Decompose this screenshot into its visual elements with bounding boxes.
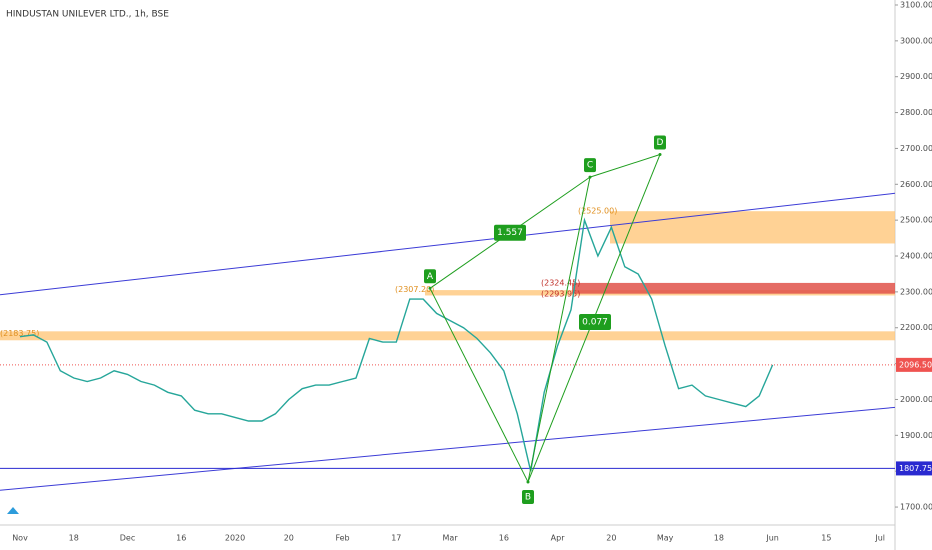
logo xyxy=(7,507,19,514)
level-label: 1807.75 xyxy=(899,464,932,473)
y-tick-label: 2800.00 xyxy=(900,108,932,117)
last-price-tag xyxy=(896,357,932,372)
ratio-tag xyxy=(579,314,611,330)
pattern-tag xyxy=(584,158,596,173)
last-price-label: 2096.50 xyxy=(899,360,932,369)
ratio-tag xyxy=(494,224,526,241)
pattern-point xyxy=(658,153,662,157)
x-tick-label: 16 xyxy=(499,534,509,543)
y-tick-label: 3100.00 xyxy=(900,0,932,9)
y-tick-label: 2300.00 xyxy=(900,287,932,296)
x-tick-label: Apr xyxy=(551,534,566,543)
x-tick-label: 16 xyxy=(176,534,186,543)
pattern-line xyxy=(429,288,529,483)
x-tick-label: Nov xyxy=(12,534,28,543)
price-line xyxy=(19,217,774,472)
x-tick-label: Feb xyxy=(335,534,349,543)
pattern-label: B xyxy=(525,492,531,502)
x-tick-label: 20 xyxy=(606,534,616,543)
pattern-label: A xyxy=(427,272,434,282)
y-tick-label: 2400.00 xyxy=(900,252,932,261)
x-tick-label: Jun xyxy=(765,534,779,543)
y-tick-label: 2200.00 xyxy=(900,323,932,332)
trendline xyxy=(0,192,896,296)
ratio-label: 1.557 xyxy=(497,228,523,238)
pattern-tag xyxy=(654,135,666,150)
x-tick-label: Dec xyxy=(120,534,135,543)
pattern-label: C xyxy=(587,161,593,171)
zone-label: (2324.45) xyxy=(541,279,580,288)
y-tick-label: 3000.00 xyxy=(900,36,932,45)
zone-label: (2525.00) xyxy=(578,207,617,216)
x-tick-label: 20 xyxy=(284,534,294,543)
x-tick-label: 18 xyxy=(714,534,724,543)
pattern-label: D xyxy=(657,138,664,148)
y-tick-label: 1900.00 xyxy=(900,431,932,440)
x-tick-label: Jul xyxy=(874,534,885,543)
y-tick-label: 2500.00 xyxy=(900,216,932,225)
x-tick-label: Mar xyxy=(443,534,459,543)
x-tick-label: May xyxy=(657,534,674,543)
pattern-point xyxy=(588,175,592,179)
trendline xyxy=(0,406,896,491)
pattern-point xyxy=(428,286,432,290)
level-tag xyxy=(896,461,932,476)
pattern-tag xyxy=(522,489,534,504)
x-tick-label: 18 xyxy=(69,534,79,543)
zone xyxy=(572,282,895,294)
x-tick-label: 2020 xyxy=(225,534,245,543)
zone-label: (2293.95) xyxy=(541,290,580,299)
zone xyxy=(0,331,895,341)
pattern-tag xyxy=(424,269,436,284)
x-tick-label: 15 xyxy=(821,534,831,543)
pattern-point xyxy=(526,480,530,484)
y-tick-label: 2900.00 xyxy=(900,72,932,81)
zone-label: (2307.20) xyxy=(395,285,434,294)
y-tick-label: 2000.00 xyxy=(900,395,932,404)
y-tick-label: 2600.00 xyxy=(900,180,932,189)
zone-label: (2183.75) xyxy=(0,329,39,338)
pattern-line xyxy=(527,177,591,483)
zone xyxy=(610,211,895,244)
ratio-label: 0.077 xyxy=(582,318,608,328)
y-tick-label: 1700.00 xyxy=(900,503,932,512)
chart-title: HINDUSTAN UNILEVER LTD., 1h, BSE xyxy=(6,10,169,20)
y-tick-label: 2700.00 xyxy=(900,144,932,153)
pattern-line xyxy=(589,154,661,178)
x-tick-label: 17 xyxy=(391,534,401,543)
